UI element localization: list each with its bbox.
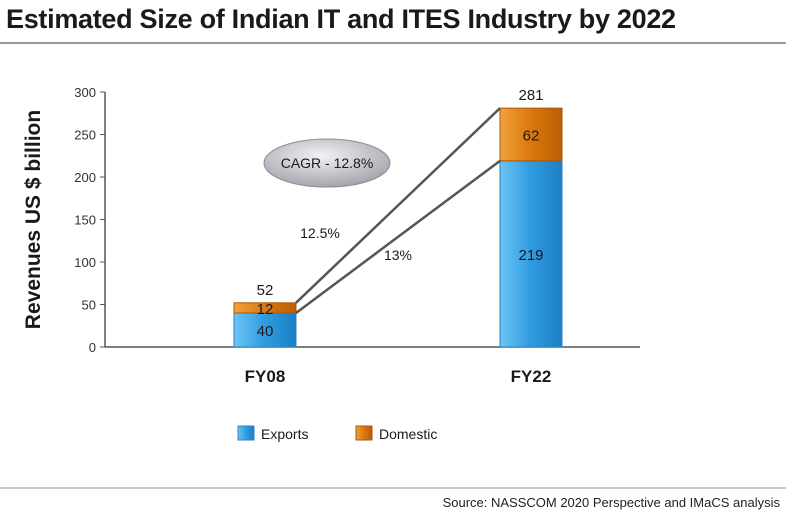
legend-label-exports: Exports (261, 426, 308, 442)
bar-labels: 40 12 52 FY08 219 62 281 FY22 (245, 87, 552, 386)
source-note: Source: NASSCOM 2020 Perspective and IMa… (442, 495, 780, 510)
legend: Exports Domestic (237, 425, 437, 442)
legend-label-domestic: Domestic (379, 426, 437, 442)
title-divider (0, 42, 786, 44)
total-label: 52 (257, 282, 274, 299)
y-tick-label: 0 (89, 340, 96, 355)
growth-lines: 12.5% 13% CAGR - 12.8% (263, 107, 501, 315)
footer-divider (0, 487, 786, 489)
data-label-domestic: 62 (523, 128, 540, 145)
stacked-bar-chart: Revenues US $ billion 0 50 100 150 200 250 300… (22, 85, 640, 442)
y-axis-label: Revenues US $ billion (22, 110, 45, 329)
growth-label-domestic: 12.5% (300, 225, 340, 241)
total-label: 281 (518, 87, 543, 104)
y-tick-label: 100 (74, 255, 96, 270)
y-tick-label: 300 (74, 85, 96, 100)
bars (233, 107, 563, 348)
y-tick-label: 250 (74, 128, 96, 143)
y-tick-label: 200 (74, 170, 96, 185)
x-tick-label: FY22 (511, 367, 552, 386)
y-tick-label: 50 (82, 298, 96, 313)
growth-label-exports: 13% (384, 247, 412, 263)
legend-swatch-domestic (355, 425, 373, 441)
y-ticks: 0 50 100 150 200 250 300 (74, 85, 105, 355)
y-tick-label: 150 (74, 213, 96, 228)
cagr-oval (263, 138, 391, 188)
data-label-domestic: 12 (257, 301, 274, 318)
bar-exports-fy08 (233, 312, 297, 348)
x-tick-label: FY08 (245, 367, 286, 386)
legend-swatch-exports (237, 425, 255, 441)
bar-exports-fy22 (499, 160, 563, 348)
bar-domestic-fy08 (233, 302, 297, 314)
data-label-exports: 40 (257, 323, 274, 340)
growth-line-domestic (295, 107, 501, 304)
chart-title: Estimated Size of Indian IT and ITES Ind… (6, 4, 676, 34)
data-label-exports: 219 (518, 247, 543, 264)
growth-line-exports (295, 159, 501, 315)
cagr-label: CAGR - 12.8% (281, 155, 374, 171)
bar-domestic-fy22 (499, 107, 563, 162)
